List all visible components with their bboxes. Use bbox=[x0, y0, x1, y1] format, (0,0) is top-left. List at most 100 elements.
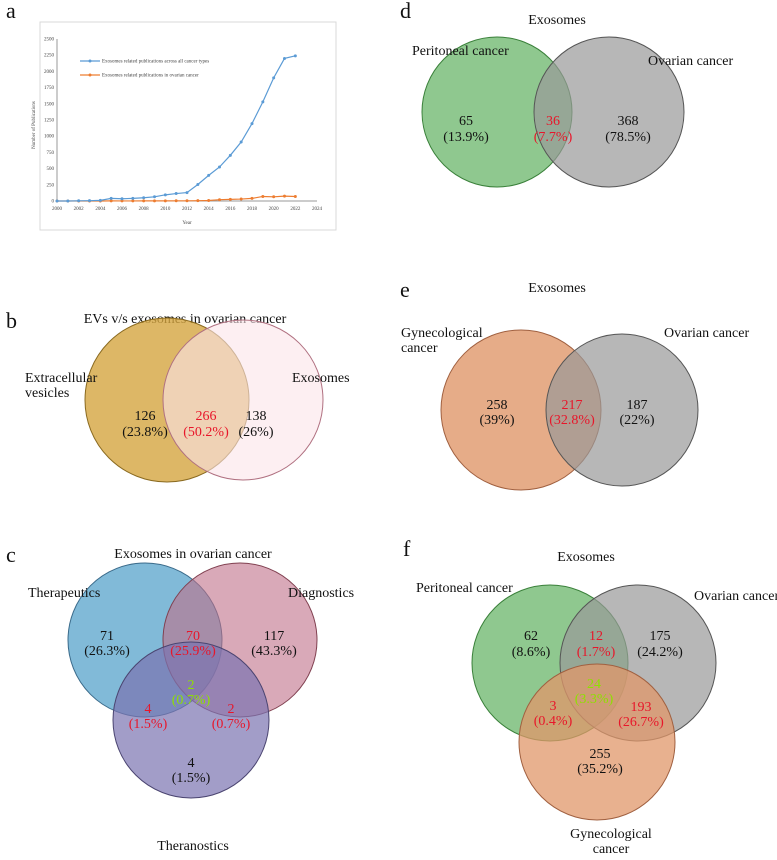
region-percent: (1.5%) bbox=[129, 717, 168, 732]
y-tick-label: 1000 bbox=[44, 135, 55, 140]
x-axis-label: Year bbox=[182, 221, 192, 226]
legend-label: Exosomes related publications across all… bbox=[102, 60, 209, 65]
region-percent: (32.8%) bbox=[549, 413, 595, 428]
x-tick-label: 2024 bbox=[312, 207, 323, 212]
x-tick-label: 2020 bbox=[269, 207, 280, 212]
set-label: Peritoneal cancer bbox=[412, 44, 509, 59]
set-label: Ovarian cancer bbox=[694, 589, 777, 604]
data-point bbox=[250, 196, 254, 200]
region-percent: (26.7%) bbox=[618, 715, 664, 730]
region-percent: (26.3%) bbox=[84, 644, 130, 659]
data-point bbox=[163, 199, 167, 203]
data-point bbox=[207, 198, 211, 202]
data-point bbox=[131, 196, 135, 200]
venn-f: f Exosomes Peritoneal cancer Ovarian can… bbox=[403, 536, 777, 857]
data-point bbox=[77, 199, 81, 203]
region-percent: (78.5%) bbox=[605, 130, 651, 145]
region-percent: (23.8%) bbox=[122, 425, 168, 440]
y-tick-label: 1500 bbox=[44, 102, 55, 107]
region-count: 36 bbox=[546, 114, 560, 129]
panel-label-f: f bbox=[403, 536, 411, 561]
set-circle-ovarian-cancer bbox=[545, 333, 699, 487]
region-count: 193 bbox=[631, 700, 652, 715]
data-point bbox=[228, 197, 232, 201]
data-point bbox=[185, 191, 189, 195]
data-point bbox=[55, 199, 59, 203]
region-percent: (24.2%) bbox=[637, 645, 683, 660]
region-count: 71 bbox=[100, 629, 114, 644]
data-point bbox=[66, 199, 70, 203]
set-label: Peritoneal cancer bbox=[416, 581, 513, 596]
x-tick-label: 2006 bbox=[117, 207, 128, 212]
legend-marker bbox=[88, 59, 92, 63]
region-count: 217 bbox=[562, 398, 583, 413]
region-percent: (1.7%) bbox=[577, 645, 616, 660]
data-point bbox=[272, 195, 276, 199]
region-count: 62 bbox=[524, 629, 538, 644]
region-count: 255 bbox=[590, 747, 611, 762]
region-percent: (35.2%) bbox=[577, 762, 623, 777]
data-point bbox=[207, 173, 211, 177]
region-percent: (1.5%) bbox=[172, 771, 211, 786]
panel-label-e: e bbox=[400, 277, 410, 302]
y-tick-label: 250 bbox=[47, 183, 55, 188]
region-count: 4 bbox=[188, 756, 195, 771]
set-label: Diagnostics bbox=[288, 586, 354, 601]
venn-e: e Exosomes Gynecological cancer Ovarian … bbox=[400, 277, 749, 491]
region-count: 117 bbox=[264, 629, 284, 644]
region-count: 2 bbox=[188, 678, 195, 693]
set-circle-ovarian-cancer bbox=[533, 36, 685, 188]
set-label: Gynecological bbox=[401, 326, 483, 341]
data-point bbox=[120, 197, 124, 201]
x-tick-label: 2018 bbox=[247, 207, 258, 212]
region-percent: (0.7%) bbox=[212, 717, 251, 732]
region-percent: (50.2%) bbox=[183, 425, 229, 440]
y-tick-label: 2250 bbox=[44, 54, 55, 59]
set-label: cancer bbox=[593, 842, 630, 855]
data-point bbox=[131, 199, 135, 203]
region-percent: (3.3%) bbox=[575, 692, 614, 707]
x-tick-label: 2002 bbox=[74, 207, 85, 212]
y-tick-label: 500 bbox=[47, 167, 55, 172]
data-point bbox=[174, 192, 178, 196]
data-point bbox=[109, 199, 113, 203]
data-point bbox=[228, 153, 232, 157]
data-point bbox=[120, 199, 124, 203]
data-point bbox=[239, 197, 243, 201]
data-point bbox=[142, 196, 146, 200]
legend-marker bbox=[88, 73, 92, 77]
set-label: Ovarian cancer bbox=[648, 54, 733, 69]
data-point bbox=[88, 199, 91, 203]
region-count: 126 bbox=[135, 409, 156, 424]
set-label: Theranostics bbox=[157, 839, 229, 854]
region-percent: (7.7%) bbox=[534, 130, 573, 145]
y-tick-label: 2500 bbox=[44, 38, 55, 43]
data-point bbox=[163, 193, 167, 197]
data-point bbox=[293, 54, 297, 58]
region-count: 70 bbox=[186, 629, 200, 644]
y-tick-label: 1750 bbox=[44, 86, 55, 91]
data-point bbox=[153, 195, 156, 199]
x-tick-label: 2014 bbox=[204, 207, 215, 212]
set-label: Exosomes bbox=[292, 371, 350, 386]
publications-line-chart: Number of Publications Year 0 250 500 750 10… bbox=[32, 38, 323, 227]
panel-label-d: d bbox=[400, 0, 411, 23]
data-point bbox=[239, 140, 243, 144]
set-circle-exosomes bbox=[162, 319, 324, 481]
region-count: 138 bbox=[246, 409, 267, 424]
x-tick-label: 2022 bbox=[290, 207, 301, 212]
data-point bbox=[218, 198, 221, 202]
data-point bbox=[261, 194, 265, 198]
panel-label-b: b bbox=[6, 308, 17, 333]
set-label: Ovarian cancer bbox=[664, 326, 749, 341]
set-label: cancer bbox=[401, 341, 438, 356]
data-point bbox=[153, 199, 156, 203]
venn-title: Exosomes in ovarian cancer bbox=[114, 547, 272, 562]
data-point bbox=[196, 199, 200, 203]
panel-label-a: a bbox=[6, 0, 16, 23]
data-point bbox=[196, 182, 200, 186]
region-percent: (25.9%) bbox=[170, 644, 216, 659]
set-label: Gynecological bbox=[570, 827, 652, 842]
venn-c: c Exosomes in ovarian cancer Therapeutic… bbox=[6, 542, 354, 854]
